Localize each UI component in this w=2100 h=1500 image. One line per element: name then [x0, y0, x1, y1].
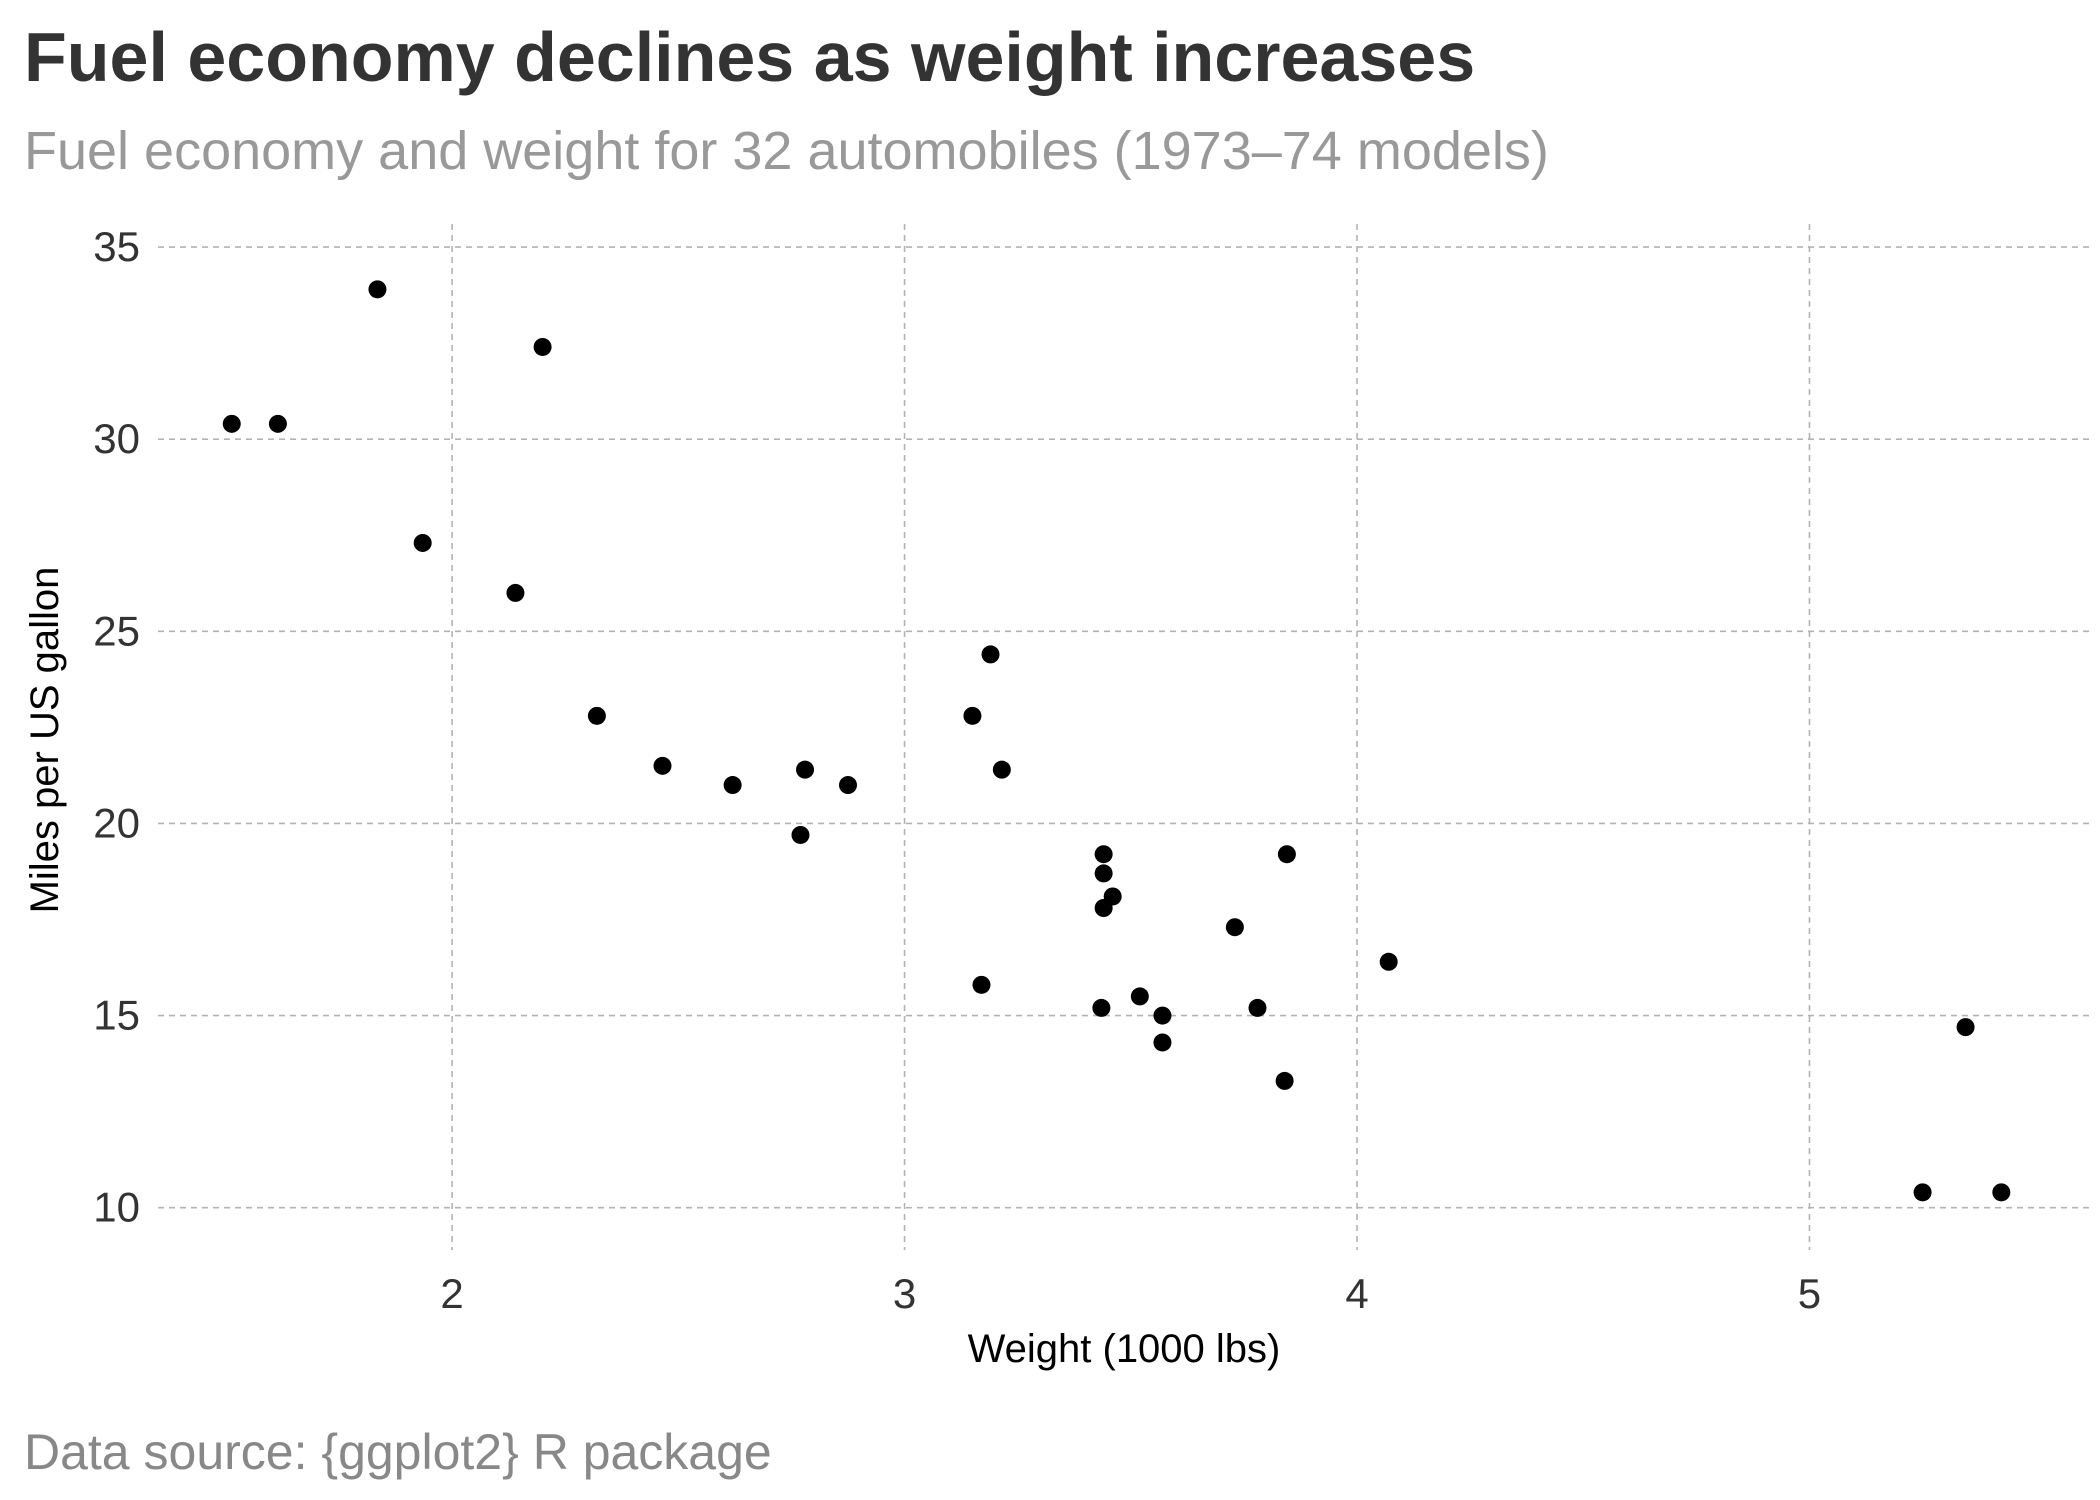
data-point [981, 645, 1000, 664]
y-tick-labels: 10 15 20 25 30 35 [93, 223, 140, 1231]
data-point [723, 776, 742, 795]
data-point [368, 280, 387, 299]
data-point [653, 756, 672, 775]
x-gridlines [451, 224, 1811, 1250]
data-point [1248, 998, 1267, 1017]
data-point [1379, 952, 1398, 971]
y-tick-label: 10 [93, 1184, 140, 1231]
x-tick-labels: 2 3 4 5 [440, 1270, 1821, 1317]
x-tick-label: 4 [1345, 1270, 1368, 1317]
data-point [1913, 1183, 1932, 1202]
data-point [533, 337, 552, 356]
x-tick-label: 5 [1798, 1270, 1821, 1317]
x-tick-label: 2 [440, 1270, 463, 1317]
data-point [839, 776, 857, 795]
x-axis-title: Weight (1000 lbs) [968, 1327, 1281, 1371]
data-points [222, 280, 2011, 1202]
x-tick-label: 3 [893, 1270, 916, 1317]
data-point [222, 414, 241, 433]
scatter-plot: 2 3 4 5 10 15 20 25 30 35 Weight (1000 lbs) Mile… [23, 223, 2090, 1371]
y-tick-label: 15 [93, 992, 140, 1039]
data-point [1094, 864, 1113, 883]
data-point [963, 706, 982, 725]
data-point [1153, 1006, 1172, 1025]
data-point [413, 533, 432, 552]
data-point [1277, 845, 1296, 864]
data-point [1094, 845, 1113, 864]
chart-title: Fuel economy declines as weight increase… [24, 18, 1476, 96]
data-point [1092, 998, 1111, 1017]
data-point [268, 414, 287, 433]
data-point [1130, 987, 1149, 1006]
data-point [1956, 1018, 1975, 1037]
data-source-caption: Data source: {ggplot2} R package [24, 1424, 772, 1480]
data-point [1225, 918, 1244, 937]
data-point [1153, 1033, 1172, 1052]
data-point [1992, 1183, 2011, 1202]
data-point [587, 706, 606, 725]
y-tick-label: 25 [93, 607, 140, 654]
data-point [1094, 899, 1113, 917]
data-point [972, 975, 991, 994]
y-axis-title: Miles per US gallon [23, 567, 67, 914]
data-point [506, 583, 525, 602]
y-gridlines [158, 246, 2090, 1209]
y-tick-label: 20 [93, 799, 140, 846]
data-point [992, 760, 1011, 779]
chart-subtitle: Fuel economy and weight for 32 automobil… [24, 121, 1549, 181]
data-point [791, 825, 810, 844]
y-tick-label: 30 [93, 415, 140, 462]
y-tick-label: 35 [93, 223, 140, 270]
data-point [796, 760, 815, 779]
data-point [1275, 1071, 1294, 1090]
